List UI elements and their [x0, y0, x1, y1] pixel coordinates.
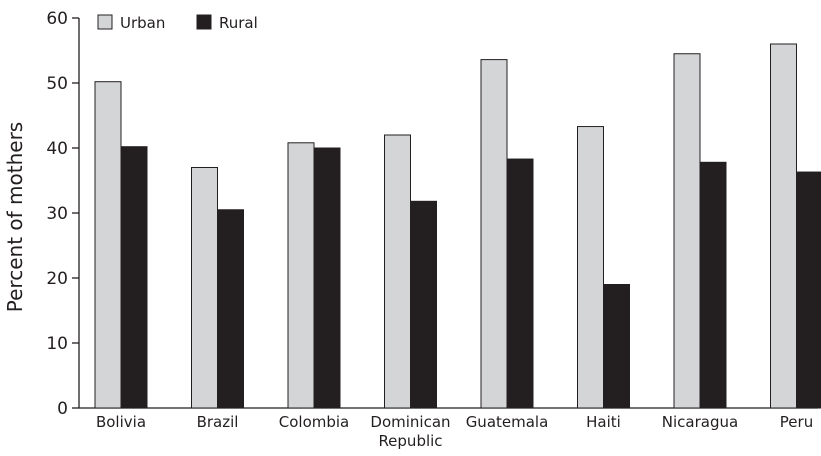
x-category-label: Haiti [586, 413, 621, 431]
legend-label-urban: Urban [120, 14, 165, 32]
category-label-line: Peru [780, 413, 813, 431]
category-label-line: Nicaragua [662, 413, 738, 431]
category-label-line: Brazil [197, 413, 239, 431]
legend-swatch-rural [196, 14, 212, 30]
y-tick-label: 0 [57, 399, 68, 419]
y-tick-label: 10 [46, 334, 68, 354]
category-labels: Bolivia Brazil Colombia Dominican Republic Gu… [96, 413, 813, 450]
y-tick-label: 50 [46, 74, 68, 94]
x-category-label: Peru [780, 413, 813, 431]
bar-rural [506, 158, 534, 409]
bar-rural [796, 171, 821, 409]
x-category-label: Colombia [279, 413, 350, 431]
category-label-line: Dominican [370, 413, 450, 431]
bar-urban [287, 142, 315, 409]
y-tick-label: 60 [46, 9, 68, 29]
bar-rural [603, 284, 630, 409]
category-label-line: Bolivia [96, 413, 146, 431]
bar-rural [120, 146, 148, 409]
bar-rural [217, 209, 244, 409]
legend: Urban Rural [97, 14, 258, 32]
category-label-line: Colombia [279, 413, 350, 431]
y-tick-label: 40 [46, 139, 68, 159]
bar-urban [577, 126, 604, 409]
x-category-label: Dominican Republic [370, 413, 450, 450]
y-tick-label: 20 [46, 269, 68, 289]
bar-urban [770, 43, 797, 409]
legend-label-rural: Rural [219, 14, 258, 32]
category-label-line: Guatemala [466, 413, 549, 431]
x-category-label: Guatemala [466, 413, 549, 431]
bar-rural [313, 147, 341, 409]
y-axis-title: Percent of mothers [3, 122, 27, 312]
category-label-line: Republic [378, 432, 442, 450]
bar-urban [191, 167, 218, 409]
bar-rural [699, 161, 727, 409]
legend-swatch-urban [97, 14, 113, 30]
y-tick-label: 30 [46, 204, 68, 224]
bar-urban [94, 81, 122, 409]
bar-urban [384, 134, 411, 409]
x-category-label: Bolivia [96, 413, 146, 431]
x-category-label: Brazil [197, 413, 239, 431]
bar-urban [480, 59, 508, 409]
category-label-line: Haiti [586, 413, 621, 431]
bar-urban [673, 53, 701, 409]
bars [94, 43, 821, 409]
x-category-label: Nicaragua [662, 413, 738, 431]
bar-rural [410, 200, 437, 409]
